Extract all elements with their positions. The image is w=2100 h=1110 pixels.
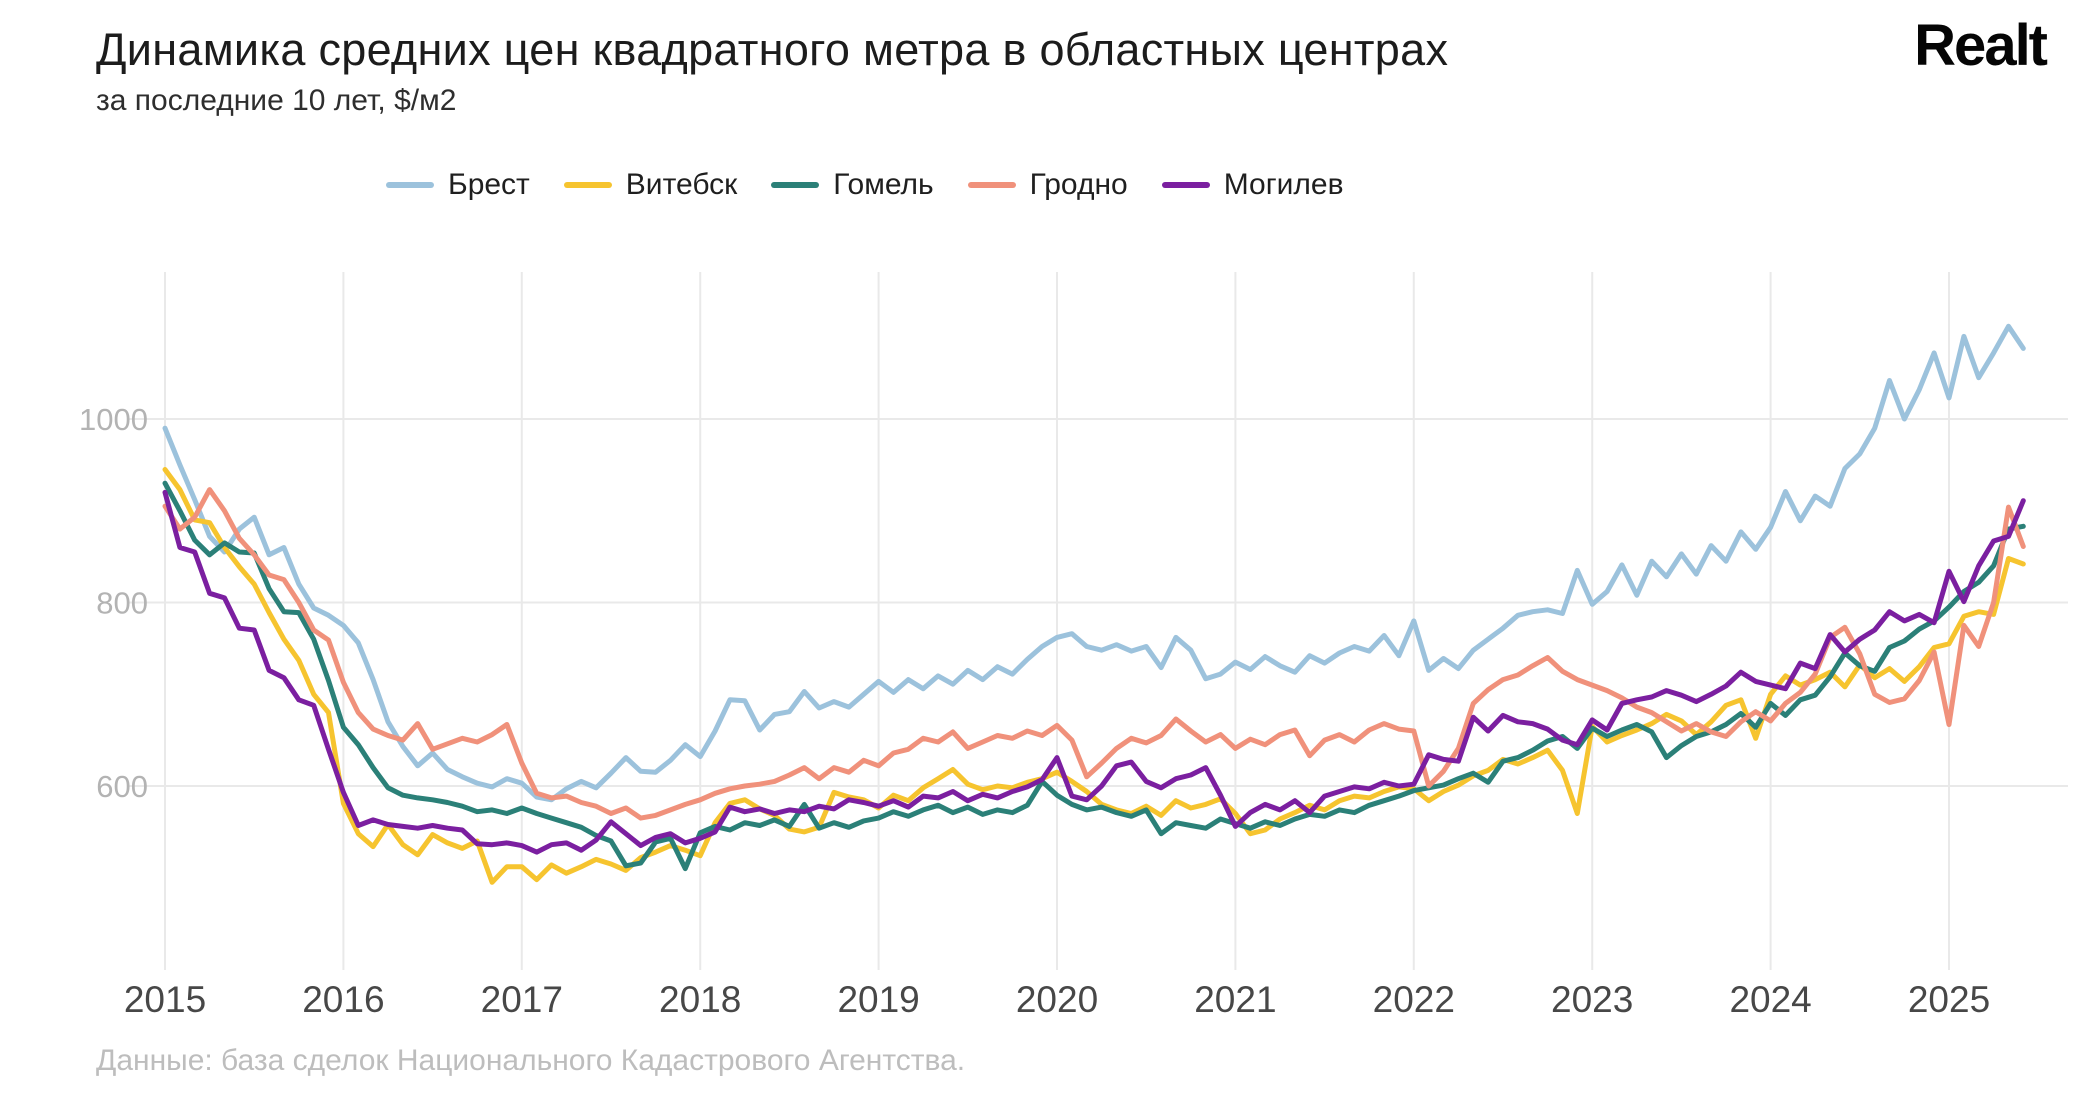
page-title: Динамика средних цен квадратного метра в…	[96, 24, 1449, 75]
series-line-брест	[162, 323, 2026, 803]
data-source-note: Данные: база сделок Национального Кадаст…	[96, 1044, 966, 1077]
legend-swatch-icon	[771, 182, 820, 188]
legend-label: Гродно	[1029, 168, 1128, 201]
legend-item-могилев[interactable]: Могилев	[1161, 168, 1344, 202]
x-axis-tick-label: 2015	[124, 979, 206, 1020]
x-axis-tick-label: 2023	[1551, 979, 1633, 1020]
series-line-могилев	[162, 489, 2026, 855]
page-subtitle: за последние 10 лет, $/м2	[96, 84, 457, 117]
x-axis-tick-label: 2016	[302, 979, 384, 1020]
x-axis-tick-label: 2022	[1373, 979, 1455, 1020]
x-axis-tick-label: 2018	[659, 979, 741, 1020]
legend-item-витебск[interactable]: Витебск	[563, 168, 738, 202]
legend-label: Витебск	[625, 168, 738, 201]
chart-legend: Брест Витебск Гомель Гродно Могилев	[386, 168, 1344, 202]
legend-label: Брест	[448, 168, 530, 201]
x-axis-tick-label: 2024	[1729, 979, 1811, 1020]
legend-item-гродно[interactable]: Гродно	[967, 168, 1128, 202]
legend-swatch-icon	[386, 182, 434, 188]
x-axis-tick-label: 2017	[481, 979, 563, 1020]
legend-label: Гомель	[833, 168, 934, 201]
x-axis-tick-label: 2019	[837, 979, 919, 1020]
y-axis-tick-label: 600	[96, 769, 148, 804]
legend-swatch-icon	[967, 182, 1016, 188]
realt-logo: Realt	[1914, 13, 2048, 78]
y-axis-tick-label: 800	[96, 586, 148, 621]
y-axis-tick-label: 1000	[79, 402, 148, 437]
x-axis-tick-label: 2025	[1908, 979, 1990, 1020]
legend-item-гомель[interactable]: Гомель	[771, 168, 934, 202]
series-line-гродно	[162, 487, 2026, 821]
x-axis-tick-label: 2020	[1016, 979, 1098, 1020]
legend-swatch-icon	[563, 182, 612, 188]
legend-swatch-icon	[1161, 182, 1210, 188]
legend-item-брест[interactable]: Брест	[386, 168, 530, 202]
x-axis-tick-label: 2021	[1194, 979, 1276, 1020]
legend-label: Могилев	[1223, 168, 1344, 201]
